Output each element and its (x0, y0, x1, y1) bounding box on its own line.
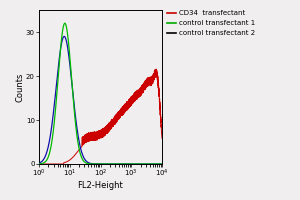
Y-axis label: Counts: Counts (15, 72, 24, 102)
Legend: CD34  transfectant, control transfectant 1, control transfectant 2: CD34 transfectant, control transfectant … (167, 10, 256, 36)
X-axis label: FL2-Height: FL2-Height (78, 181, 123, 190)
